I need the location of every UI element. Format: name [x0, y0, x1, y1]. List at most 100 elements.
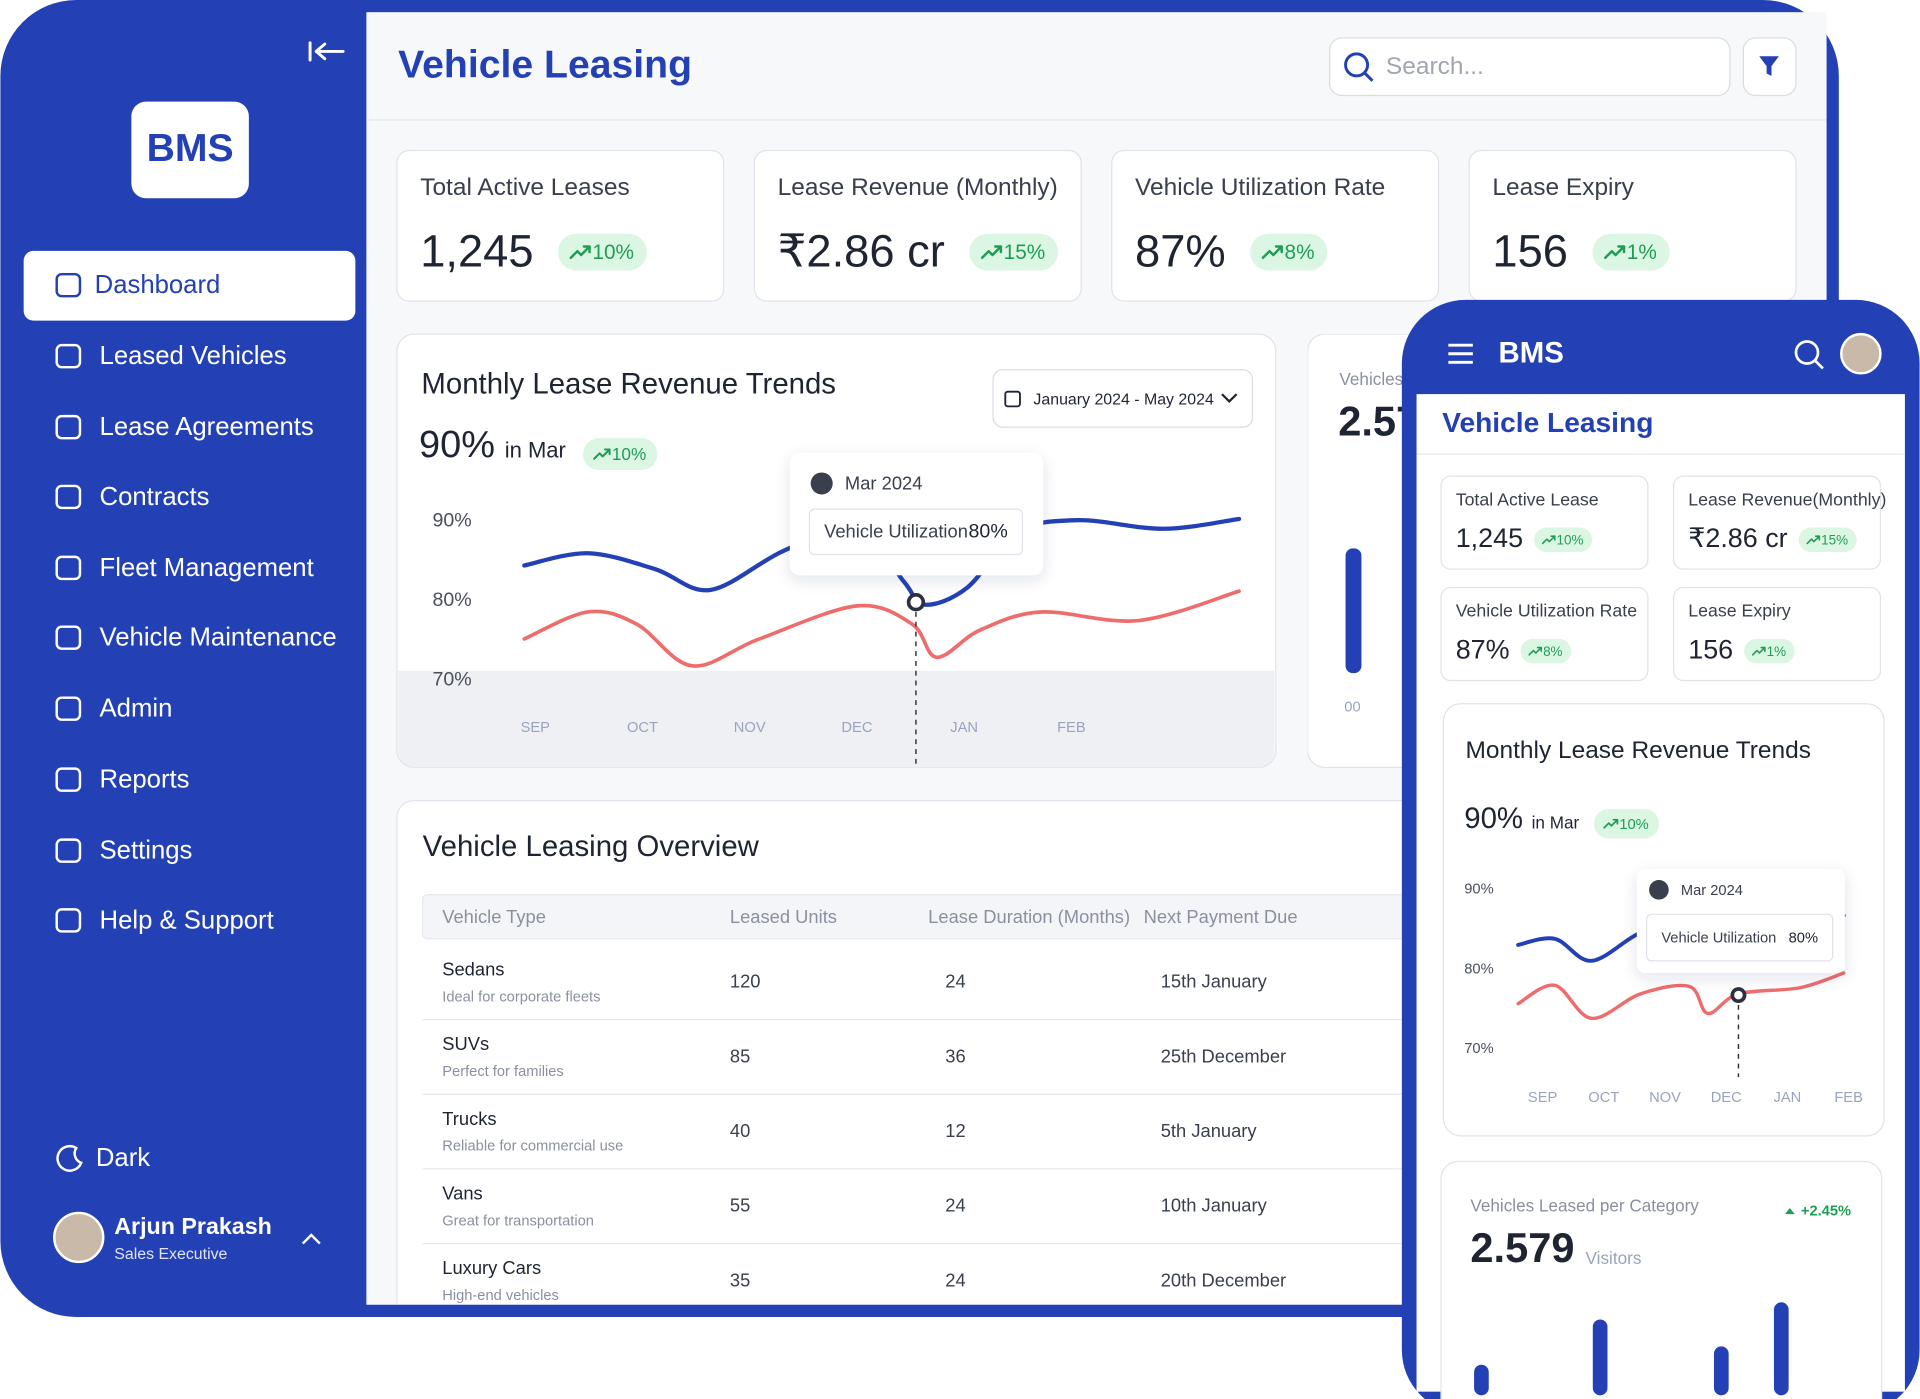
lease-duration: 24 [945, 971, 965, 992]
change-pill: 10% [1534, 527, 1593, 553]
mobile-x-tick-label: SEP [1528, 1090, 1558, 1106]
nav-icon [55, 767, 82, 792]
nav-icon [55, 908, 82, 933]
change-pill: 8% [1520, 638, 1572, 664]
nav-item[interactable]: Admin [55, 695, 173, 723]
column-header: Vehicle Type [442, 906, 546, 927]
nav-item[interactable]: Lease Agreements [55, 413, 314, 441]
table-row[interactable]: Sedans Ideal for corporate fleets 120 24 15t… [422, 958, 1476, 1021]
mobile-search-icon [1814, 360, 1824, 370]
category-card-bg [1440, 1160, 1883, 1399]
tooltip-value: 80% [969, 521, 1008, 543]
table-title: Vehicle Leasing Overview [423, 830, 760, 863]
nav-item[interactable]: Settings [55, 837, 193, 865]
nav-item[interactable]: Fleet Management [55, 554, 314, 582]
trend-icon [569, 245, 591, 260]
mobile-chart-title: Monthly Lease Revenue Trends [1466, 737, 1812, 764]
lease-duration: 36 [945, 1045, 965, 1066]
change-pill: 15% [969, 233, 1059, 271]
kpi-label: Total Active Leases [420, 174, 629, 201]
mobile-kpi-value: 1,245 [1456, 523, 1523, 553]
kpi-card-bg [1111, 149, 1440, 302]
mobile-y-tick-label: 80% [1464, 961, 1493, 977]
vehicle-desc: Great for transportation [442, 1213, 594, 1229]
mobile-chart-period: in Mar [1532, 812, 1580, 832]
x-tick-label: SEP [521, 720, 551, 736]
kpi-card: Total Active Leases 1,245 10% [396, 149, 725, 302]
change-pill-bg [1744, 638, 1795, 664]
kpi-label: Lease Revenue (Monthly) [778, 174, 1058, 201]
kpi-card: Lease Expiry 156 1% [1468, 149, 1797, 302]
nav-label: Lease Agreements [100, 413, 314, 441]
kpi-value: 156 [1492, 226, 1568, 277]
user-menu-chevron[interactable] [301, 1233, 321, 1245]
collapse-icon[interactable] [308, 41, 345, 62]
mobile-search-icon[interactable] [1794, 340, 1820, 365]
table-row[interactable]: SUVs Perfect for families 85 36 25th Decembe… [422, 1033, 1476, 1095]
nav-item[interactable]: Contracts [55, 483, 210, 511]
mobile-x-tick-label: JAN [1774, 1090, 1802, 1106]
kpi-value: ₹2.86 cr [778, 226, 945, 277]
nav-icon [55, 838, 82, 863]
mobile-tooltip-date: Mar 2024 [1681, 883, 1743, 899]
trend-icon [1806, 535, 1821, 545]
mobile-tooltip-value: 80% [1789, 931, 1818, 947]
kpi-label: Vehicle Utilization Rate [1135, 174, 1385, 201]
change-pill-bg [1798, 527, 1857, 553]
x-tick-label: JAN [950, 720, 978, 736]
vehicle-desc: Perfect for families [442, 1064, 563, 1080]
nav-item[interactable]: Reports [55, 766, 190, 794]
nav-item[interactable]: Leased Vehicles [55, 342, 287, 370]
tooltip-icon [810, 472, 833, 495]
category-label: Vehicles Leased per Category [1470, 1195, 1699, 1215]
y-tick-label: 80% [432, 589, 471, 611]
y-tick-label: 90% [432, 510, 471, 532]
column-header: Lease Duration (Months) [928, 906, 1130, 927]
change-pill-bg [1250, 233, 1328, 271]
nav-icon [55, 484, 82, 510]
tooltip-label: Vehicle Utilization [824, 520, 968, 541]
trend-icon [1603, 818, 1619, 829]
trend-icon [1751, 646, 1766, 656]
mobile-x-tick-label: NOV [1649, 1090, 1681, 1106]
leased-units: 40 [730, 1120, 750, 1141]
mobile-avatar[interactable] [1840, 332, 1882, 375]
nav-item[interactable]: Help & Support [55, 906, 274, 934]
lease-duration: 24 [945, 1269, 965, 1290]
vehicles-label: Vehicles [1339, 369, 1403, 389]
nav-item[interactable]: Dashboard [23, 250, 356, 321]
mobile-kpi-label: Vehicle Utilization Rate [1456, 601, 1638, 621]
theme-icon[interactable] [56, 1145, 83, 1172]
tooltip-row [808, 508, 1024, 556]
table-row[interactable]: Vans Great for transportation 55 24 10th Jan… [422, 1182, 1476, 1245]
mobile-revenue-line [1516, 971, 1846, 1021]
date-range-picker[interactable] [992, 369, 1254, 428]
next-payment: 15th January [1161, 971, 1268, 992]
nav-label: Vehicle Maintenance [100, 624, 337, 652]
mobile-kpi-card: Vehicle Utilization Rate 87% 8% [1440, 586, 1649, 682]
mobile-y-tick-label: 70% [1464, 1041, 1493, 1057]
revenue-line [522, 589, 1241, 668]
logo-box [131, 101, 249, 199]
mobile-hover-dot [1730, 987, 1747, 1004]
search-box[interactable] [1329, 37, 1731, 97]
search-placeholder: Search... [1386, 53, 1484, 80]
column-header: Leased Units [730, 906, 837, 927]
table-row[interactable]: Luxury Cars High-end vehicles 35 24 20th Dec… [442, 1257, 1286, 1304]
x-tick-label: OCT [627, 720, 658, 736]
category-unit: Visitors [1586, 1248, 1642, 1268]
vehicle-desc: Reliable for commercial use [442, 1139, 623, 1155]
change-pill: 10% [557, 233, 647, 271]
change-pill: 15% [1798, 527, 1857, 553]
category-change: +2.45% [1801, 1204, 1851, 1220]
change-pill-bg [1534, 527, 1593, 553]
revenue-chart-card: Monthly Lease Revenue Trends 90% in Mar 10%… [396, 333, 1277, 769]
vehicle-desc: Ideal for corporate fleets [442, 989, 600, 1005]
nav-item[interactable]: Vehicle Maintenance [55, 624, 337, 652]
change-value: 15% [1004, 241, 1046, 264]
nav-icon [55, 343, 82, 369]
user-role: Sales Executive [114, 1246, 227, 1263]
table-row[interactable]: Trucks Reliable for commercial use 40 12 5th… [422, 1108, 1476, 1170]
